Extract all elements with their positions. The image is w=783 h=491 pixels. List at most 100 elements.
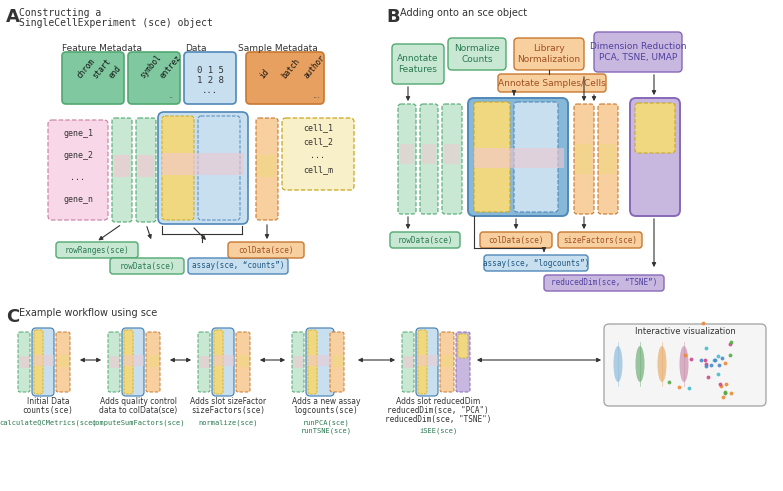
Text: Annotate
Features: Annotate Features bbox=[397, 55, 438, 74]
Text: assay(sce, “counts”): assay(sce, “counts”) bbox=[192, 262, 284, 271]
Text: assay(sce, “logcounts”): assay(sce, “logcounts”) bbox=[483, 258, 589, 268]
FancyBboxPatch shape bbox=[418, 330, 427, 394]
Text: reducedDim(sce, "TSNE"): reducedDim(sce, "TSNE") bbox=[384, 415, 491, 424]
Text: cell_2: cell_2 bbox=[303, 137, 333, 146]
Text: Library
Normalization: Library Normalization bbox=[518, 44, 580, 64]
FancyBboxPatch shape bbox=[112, 118, 132, 222]
Bar bbox=[162, 153, 244, 175]
Text: reducedDim(sce, “TSNE”): reducedDim(sce, “TSNE”) bbox=[550, 278, 657, 288]
Text: normalize(sce): normalize(sce) bbox=[198, 420, 258, 427]
Text: counts(sce): counts(sce) bbox=[23, 406, 74, 415]
Text: 0 1 5: 0 1 5 bbox=[197, 65, 223, 75]
Text: C: C bbox=[6, 308, 20, 326]
Text: rowRanges(sce): rowRanges(sce) bbox=[65, 246, 129, 254]
Text: Initial Data: Initial Data bbox=[27, 397, 70, 406]
Text: B: B bbox=[386, 8, 399, 26]
Bar bbox=[57, 355, 69, 367]
Text: Interactive visualization: Interactive visualization bbox=[635, 327, 735, 336]
FancyBboxPatch shape bbox=[440, 332, 454, 392]
Text: Adds slot sizeFactor: Adds slot sizeFactor bbox=[190, 397, 266, 406]
Text: ...: ... bbox=[311, 152, 326, 161]
FancyBboxPatch shape bbox=[456, 332, 470, 392]
Text: sizeFactors(sce): sizeFactors(sce) bbox=[563, 236, 637, 245]
Text: Sample Metadata: Sample Metadata bbox=[238, 44, 318, 53]
Text: author: author bbox=[302, 53, 327, 80]
FancyBboxPatch shape bbox=[330, 332, 344, 392]
FancyBboxPatch shape bbox=[56, 332, 70, 392]
Ellipse shape bbox=[658, 346, 666, 382]
FancyBboxPatch shape bbox=[292, 332, 304, 392]
Text: SingleCellExperiment (sce) object: SingleCellExperiment (sce) object bbox=[19, 18, 213, 28]
Bar bbox=[138, 155, 154, 177]
FancyBboxPatch shape bbox=[604, 324, 766, 406]
FancyBboxPatch shape bbox=[228, 242, 304, 258]
Bar bbox=[600, 144, 616, 174]
FancyBboxPatch shape bbox=[108, 332, 120, 392]
Text: gene_2: gene_2 bbox=[63, 152, 93, 161]
Text: start: start bbox=[91, 56, 113, 80]
Bar bbox=[400, 144, 414, 164]
Bar bbox=[576, 144, 592, 174]
FancyBboxPatch shape bbox=[236, 332, 250, 392]
Text: Annotate Samples/Cells: Annotate Samples/Cells bbox=[498, 79, 606, 87]
FancyBboxPatch shape bbox=[48, 120, 108, 220]
Text: Constructing a: Constructing a bbox=[19, 8, 101, 18]
FancyBboxPatch shape bbox=[402, 332, 414, 392]
Text: rowData(sce): rowData(sce) bbox=[119, 262, 175, 271]
Text: Adds a new assay: Adds a new assay bbox=[292, 397, 360, 406]
FancyBboxPatch shape bbox=[198, 332, 210, 392]
FancyBboxPatch shape bbox=[458, 334, 468, 358]
FancyBboxPatch shape bbox=[514, 38, 584, 70]
FancyBboxPatch shape bbox=[214, 330, 223, 394]
FancyBboxPatch shape bbox=[212, 328, 234, 396]
Bar bbox=[418, 355, 438, 366]
FancyBboxPatch shape bbox=[392, 44, 444, 84]
FancyBboxPatch shape bbox=[306, 328, 334, 396]
FancyBboxPatch shape bbox=[398, 104, 416, 214]
Bar bbox=[422, 144, 436, 164]
FancyBboxPatch shape bbox=[18, 332, 30, 392]
FancyBboxPatch shape bbox=[246, 52, 324, 104]
Text: batch: batch bbox=[280, 56, 301, 80]
FancyBboxPatch shape bbox=[128, 52, 180, 104]
FancyBboxPatch shape bbox=[416, 328, 438, 396]
FancyBboxPatch shape bbox=[574, 104, 594, 214]
Bar bbox=[114, 155, 130, 177]
Text: data to colData(sce): data to colData(sce) bbox=[99, 406, 177, 415]
Text: chrom: chrom bbox=[75, 56, 97, 80]
FancyBboxPatch shape bbox=[474, 102, 510, 212]
Text: sizeFactors(sce): sizeFactors(sce) bbox=[191, 406, 265, 415]
FancyBboxPatch shape bbox=[146, 332, 160, 392]
FancyBboxPatch shape bbox=[122, 328, 144, 396]
FancyBboxPatch shape bbox=[158, 112, 248, 224]
FancyBboxPatch shape bbox=[32, 328, 54, 396]
Text: A: A bbox=[6, 8, 20, 26]
Text: Adds slot reducedDim: Adds slot reducedDim bbox=[396, 397, 480, 406]
FancyBboxPatch shape bbox=[136, 118, 156, 222]
Text: colData(sce): colData(sce) bbox=[489, 236, 543, 245]
Bar bbox=[258, 155, 276, 177]
FancyBboxPatch shape bbox=[308, 330, 317, 394]
Text: cell_m: cell_m bbox=[303, 165, 333, 174]
FancyBboxPatch shape bbox=[198, 116, 240, 220]
FancyBboxPatch shape bbox=[162, 116, 194, 220]
Text: colData(sce): colData(sce) bbox=[238, 246, 294, 254]
Bar bbox=[444, 144, 460, 164]
Text: ..: .. bbox=[168, 91, 173, 100]
Text: runTSNE(sce): runTSNE(sce) bbox=[301, 428, 352, 435]
Bar bbox=[109, 356, 119, 368]
Text: gene_n: gene_n bbox=[63, 195, 93, 204]
Bar bbox=[308, 355, 334, 366]
FancyBboxPatch shape bbox=[558, 232, 642, 248]
FancyBboxPatch shape bbox=[448, 38, 506, 70]
Text: rowData(sce): rowData(sce) bbox=[397, 236, 453, 245]
FancyBboxPatch shape bbox=[468, 98, 568, 216]
Ellipse shape bbox=[614, 346, 622, 382]
Text: calculateQCMetrics(sce): calculateQCMetrics(sce) bbox=[0, 420, 97, 427]
Text: ...: ... bbox=[202, 85, 218, 94]
Text: 1 2 8: 1 2 8 bbox=[197, 76, 223, 84]
Bar bbox=[199, 356, 209, 368]
Bar bbox=[403, 356, 413, 368]
FancyBboxPatch shape bbox=[124, 330, 133, 394]
Text: id: id bbox=[258, 67, 271, 80]
